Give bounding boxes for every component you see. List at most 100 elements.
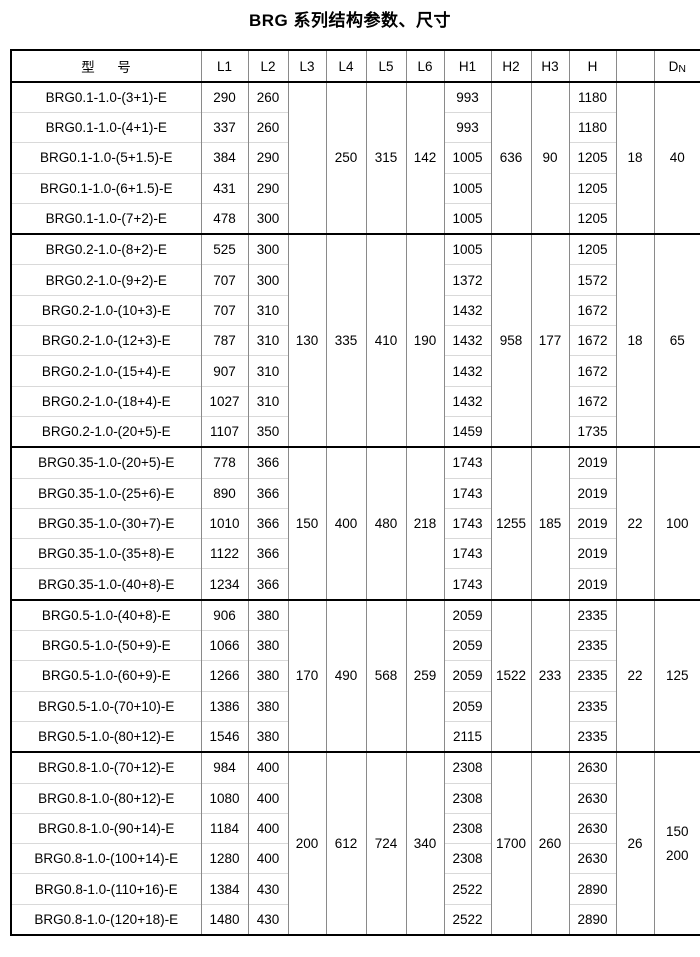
cell-l1: 890 — [200, 477, 249, 509]
cell-h: 2019 — [568, 507, 617, 539]
cell-l1: 1546 — [200, 720, 249, 753]
cell-l1: 1010 — [200, 507, 249, 539]
cell-h: 2019 — [568, 568, 617, 600]
cell-h1: 1005 — [443, 202, 492, 235]
cell-h1: 1743 — [443, 446, 492, 479]
cell-l5-merged: 315 — [365, 81, 407, 235]
cell-h1: 2308 — [443, 812, 492, 844]
cell-l2: 366 — [247, 477, 289, 509]
cell-model: BRG0.2-1.0-(9+2)-E — [10, 264, 202, 296]
cell-unlabeled-merged: 18 — [615, 81, 655, 235]
cell-h1: 2522 — [443, 903, 492, 935]
cell-l3-merged — [287, 81, 327, 235]
cell-l2: 310 — [247, 294, 289, 326]
cell-h: 1672 — [568, 355, 617, 387]
cell-h: 2630 — [568, 843, 617, 874]
cell-model: BRG0.8-1.0-(110+16)-E — [10, 873, 202, 905]
cell-dn-merged: 125 — [653, 598, 700, 753]
cell-dn-line: 200 — [665, 847, 689, 863]
cell-l2: 366 — [247, 538, 289, 569]
table-body: BRG0.1-1.0-(3+1)-E 290 260 250 315 142 993 636 9… — [10, 81, 700, 935]
cell-l2: 366 — [247, 507, 289, 539]
cell-l5-merged: 724 — [365, 751, 407, 935]
cell-h: 1672 — [568, 385, 617, 417]
cell-model: BRG0.1-1.0-(7+2)-E — [10, 202, 202, 235]
cell-l2: 400 — [247, 751, 289, 784]
cell-l2: 380 — [247, 720, 289, 753]
table-row: BRG0.8-1.0-(80+12)-E 1080 400 2308 2630 — [10, 782, 700, 814]
table-row: BRG0.5-1.0-(70+10)-E 1386 380 2059 2335 — [10, 690, 700, 722]
cell-h3-merged: 233 — [530, 598, 570, 753]
cell-model: BRG0.2-1.0-(18+4)-E — [10, 385, 202, 417]
cell-l1: 984 — [200, 751, 249, 784]
cell-l1: 1066 — [200, 630, 249, 661]
table-row: BRG0.2-1.0-(10+3)-E 707 310 1432 1672 — [10, 294, 700, 326]
cell-model: BRG0.2-1.0-(10+3)-E — [10, 294, 202, 326]
cell-h: 1672 — [568, 294, 617, 326]
column-header-l3: L3 — [287, 50, 327, 83]
cell-model: BRG0.2-1.0-(12+3)-E — [10, 325, 202, 356]
cell-l2: 400 — [247, 843, 289, 874]
cell-model: BRG0.8-1.0-(70+12)-E — [10, 751, 202, 784]
cell-dn-merged: 40 — [653, 81, 700, 235]
column-header-dn: DN — [653, 50, 700, 83]
table-row: BRG0.5-1.0-(50+9)-E 1066 380 2059 2335 — [10, 630, 700, 661]
cell-h1: 993 — [443, 111, 492, 143]
cell-h1: 1432 — [443, 385, 492, 417]
cell-l1: 478 — [200, 202, 249, 235]
column-header-l1: L1 — [200, 50, 249, 83]
cell-l5-merged: 568 — [365, 598, 407, 753]
cell-l2: 430 — [247, 873, 289, 905]
cell-h1: 1432 — [443, 355, 492, 387]
cell-dn-merged: 150 200 — [653, 751, 700, 935]
cell-l6-merged: 190 — [405, 233, 445, 448]
cell-l1: 1384 — [200, 873, 249, 905]
cell-h: 2019 — [568, 538, 617, 569]
cell-l2: 366 — [247, 568, 289, 600]
column-header-unlabeled — [615, 50, 655, 83]
cell-model: BRG0.35-1.0-(30+7)-E — [10, 507, 202, 539]
cell-l3-merged: 170 — [287, 598, 327, 753]
cell-h1: 2059 — [443, 630, 492, 661]
table-row: BRG0.1-1.0-(7+2)-E 478 300 1005 1205 — [10, 202, 700, 235]
cell-h: 2019 — [568, 446, 617, 479]
cell-h1: 1459 — [443, 415, 492, 448]
cell-l2: 300 — [247, 264, 289, 296]
cell-l2: 380 — [247, 660, 289, 692]
cell-model: BRG0.35-1.0-(40+8)-E — [10, 568, 202, 600]
table-row: BRG0.35-1.0-(40+8)-E 1234 366 1743 2019 — [10, 568, 700, 600]
cell-l5-merged: 480 — [365, 446, 407, 600]
cell-l1: 431 — [200, 172, 249, 204]
cell-l1: 1122 — [200, 538, 249, 569]
column-header-h: H — [568, 50, 617, 83]
cell-h2-merged: 958 — [490, 233, 532, 448]
cell-h1: 2308 — [443, 782, 492, 814]
cell-l2: 310 — [247, 385, 289, 417]
cell-h1: 1005 — [443, 233, 492, 265]
table-row: BRG0.8-1.0-(110+16)-E 1384 430 2522 2890 — [10, 873, 700, 905]
cell-l2: 290 — [247, 172, 289, 204]
cell-l1: 384 — [200, 142, 249, 174]
table-row: BRG0.8-1.0-(120+18)-E 1480 430 2522 2890 — [10, 903, 700, 935]
cell-l3-merged: 200 — [287, 751, 327, 935]
cell-l1: 290 — [200, 81, 249, 113]
cell-h1: 993 — [443, 81, 492, 113]
cell-h: 2335 — [568, 690, 617, 722]
cell-l6-merged: 142 — [405, 81, 445, 235]
cell-l2: 300 — [247, 202, 289, 235]
cell-l3-merged: 150 — [287, 446, 327, 600]
cell-l6-merged: 340 — [405, 751, 445, 935]
cell-h2-merged: 1522 — [490, 598, 532, 753]
cell-h2-merged: 1255 — [490, 446, 532, 600]
cell-l4-merged: 250 — [325, 81, 367, 235]
table-row: BRG0.8-1.0-(100+14)-E 1280 400 2308 2630 — [10, 843, 700, 874]
cell-h: 2890 — [568, 903, 617, 935]
cell-l1: 1280 — [200, 843, 249, 874]
cell-l2: 290 — [247, 142, 289, 174]
cell-l1: 707 — [200, 264, 249, 296]
cell-h1: 2308 — [443, 751, 492, 784]
cell-model: BRG0.8-1.0-(80+12)-E — [10, 782, 202, 814]
column-header-l4: L4 — [325, 50, 367, 83]
cell-l1: 1107 — [200, 415, 249, 448]
cell-l2: 380 — [247, 598, 289, 631]
